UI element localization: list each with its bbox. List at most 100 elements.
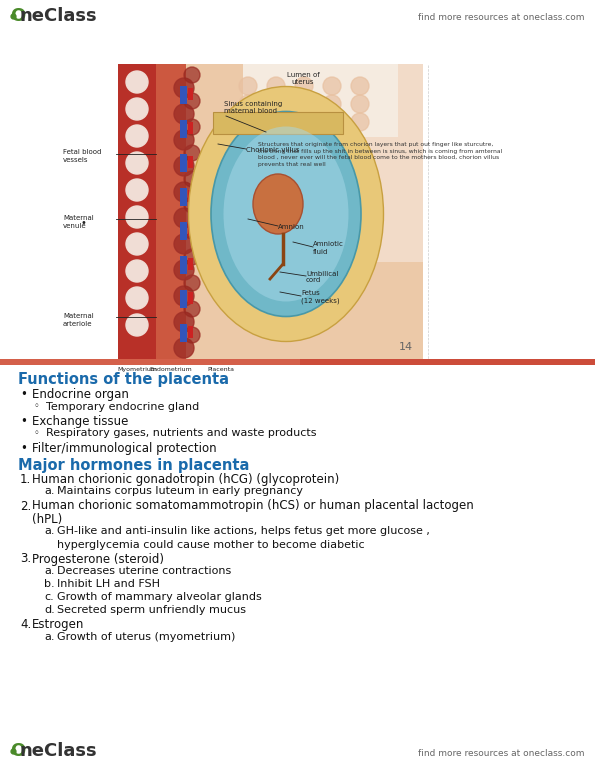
Text: Fetus
(12 weeks): Fetus (12 weeks) bbox=[301, 290, 340, 303]
Text: Inhibit LH and FSH: Inhibit LH and FSH bbox=[57, 579, 160, 589]
Bar bbox=[188, 122, 193, 134]
Ellipse shape bbox=[224, 126, 349, 302]
Text: Progesterone (steroid): Progesterone (steroid) bbox=[32, 553, 164, 565]
Circle shape bbox=[174, 104, 194, 124]
Bar bbox=[180, 256, 187, 274]
Text: a.: a. bbox=[44, 631, 55, 641]
Text: Umbilical
cord: Umbilical cord bbox=[306, 270, 339, 283]
Text: find more resources at oneclass.com: find more resources at oneclass.com bbox=[418, 748, 585, 758]
Bar bbox=[180, 154, 187, 172]
Text: GH-like and anti-insulin like actions, helps fetus get more glucose ,: GH-like and anti-insulin like actions, h… bbox=[57, 527, 430, 537]
Circle shape bbox=[174, 286, 194, 306]
Text: Human chorionic somatomammotropin (hCS) or human placental lactogen: Human chorionic somatomammotropin (hCS) … bbox=[32, 500, 474, 513]
Circle shape bbox=[184, 93, 200, 109]
Circle shape bbox=[295, 77, 313, 95]
Circle shape bbox=[174, 208, 194, 228]
Circle shape bbox=[174, 130, 194, 150]
Text: Growth of uterus (myometrium): Growth of uterus (myometrium) bbox=[57, 631, 236, 641]
Circle shape bbox=[174, 260, 194, 280]
Ellipse shape bbox=[211, 112, 361, 316]
Text: Endocrine organ: Endocrine organ bbox=[32, 388, 129, 401]
Text: Respiratory gases, nutrients and waste products: Respiratory gases, nutrients and waste p… bbox=[46, 428, 317, 438]
Bar bbox=[180, 324, 187, 342]
Text: O: O bbox=[10, 742, 25, 760]
Text: Maternal
venule: Maternal venule bbox=[63, 216, 94, 229]
Text: •: • bbox=[20, 415, 27, 428]
Circle shape bbox=[174, 182, 194, 202]
Circle shape bbox=[295, 113, 313, 131]
Text: hyperglycemia could cause mother to become diabetic: hyperglycemia could cause mother to beco… bbox=[57, 540, 365, 550]
Text: O: O bbox=[10, 7, 25, 25]
Bar bbox=[188, 88, 193, 100]
Circle shape bbox=[267, 77, 285, 95]
Text: Human chorionic gonadotropin (hCG) (glycoprotein): Human chorionic gonadotropin (hCG) (glyc… bbox=[32, 473, 339, 486]
Ellipse shape bbox=[253, 174, 303, 234]
Circle shape bbox=[184, 249, 200, 265]
Bar bbox=[188, 326, 193, 338]
Text: 3.: 3. bbox=[20, 553, 31, 565]
Circle shape bbox=[184, 171, 200, 187]
Text: Lumen of
uterus: Lumen of uterus bbox=[287, 72, 320, 85]
Circle shape bbox=[126, 206, 148, 228]
Circle shape bbox=[323, 95, 341, 113]
Text: Maintains corpus luteum in early pregnancy: Maintains corpus luteum in early pregnan… bbox=[57, 487, 303, 497]
Circle shape bbox=[184, 119, 200, 135]
Text: a.: a. bbox=[44, 566, 55, 576]
Text: •: • bbox=[80, 218, 86, 228]
Circle shape bbox=[184, 67, 200, 83]
Text: 2.: 2. bbox=[20, 500, 32, 513]
Text: Sinus containing
maternal blood: Sinus containing maternal blood bbox=[224, 101, 282, 114]
Circle shape bbox=[126, 98, 148, 120]
Text: neClass: neClass bbox=[20, 742, 97, 760]
Bar bbox=[213, 112, 343, 134]
Text: Filter/immunological protection: Filter/immunological protection bbox=[32, 442, 217, 455]
Bar bbox=[243, 64, 423, 262]
Bar bbox=[0, 359, 595, 365]
Bar bbox=[180, 86, 187, 104]
Text: Endometrium: Endometrium bbox=[149, 367, 192, 372]
Circle shape bbox=[184, 327, 200, 343]
Text: Chorionic villus: Chorionic villus bbox=[246, 147, 299, 153]
Text: •: • bbox=[20, 388, 27, 401]
Bar bbox=[243, 64, 398, 137]
Bar bbox=[180, 188, 187, 206]
Circle shape bbox=[184, 275, 200, 291]
Bar bbox=[156, 64, 186, 362]
Text: d.: d. bbox=[44, 605, 55, 615]
Circle shape bbox=[174, 234, 194, 254]
Bar bbox=[188, 190, 193, 202]
Circle shape bbox=[126, 233, 148, 255]
Text: Amnion: Amnion bbox=[278, 224, 305, 230]
Circle shape bbox=[174, 338, 194, 358]
Text: a.: a. bbox=[44, 527, 55, 537]
Circle shape bbox=[174, 312, 194, 332]
Bar bbox=[118, 64, 423, 362]
Text: Exchange tissue: Exchange tissue bbox=[32, 415, 129, 428]
Bar bbox=[180, 290, 187, 308]
Circle shape bbox=[239, 95, 257, 113]
Circle shape bbox=[184, 145, 200, 161]
Text: Functions of the placenta: Functions of the placenta bbox=[18, 372, 229, 387]
Circle shape bbox=[351, 77, 369, 95]
Text: 14: 14 bbox=[399, 342, 413, 352]
Text: Maternal
arteriole: Maternal arteriole bbox=[63, 313, 94, 326]
Text: Major hormones in placenta: Major hormones in placenta bbox=[18, 458, 249, 473]
Circle shape bbox=[126, 287, 148, 309]
Circle shape bbox=[126, 179, 148, 201]
Circle shape bbox=[323, 77, 341, 95]
Text: Placenta: Placenta bbox=[208, 367, 234, 372]
Text: Estrogen: Estrogen bbox=[32, 618, 84, 631]
Text: Amniotic
fluid: Amniotic fluid bbox=[313, 242, 344, 255]
Circle shape bbox=[126, 260, 148, 282]
Text: Secreted sperm unfriendly mucus: Secreted sperm unfriendly mucus bbox=[57, 605, 246, 615]
Circle shape bbox=[267, 95, 285, 113]
Text: ◦: ◦ bbox=[34, 428, 40, 438]
Circle shape bbox=[184, 301, 200, 317]
Text: Growth of mammary alveolar glands: Growth of mammary alveolar glands bbox=[57, 592, 262, 602]
Text: Decreases uterine contractions: Decreases uterine contractions bbox=[57, 566, 231, 576]
Text: neClass: neClass bbox=[20, 7, 97, 25]
Bar bbox=[188, 258, 193, 270]
Text: find more resources at oneclass.com: find more resources at oneclass.com bbox=[418, 14, 585, 22]
Circle shape bbox=[174, 156, 194, 176]
Text: c.: c. bbox=[44, 592, 54, 602]
